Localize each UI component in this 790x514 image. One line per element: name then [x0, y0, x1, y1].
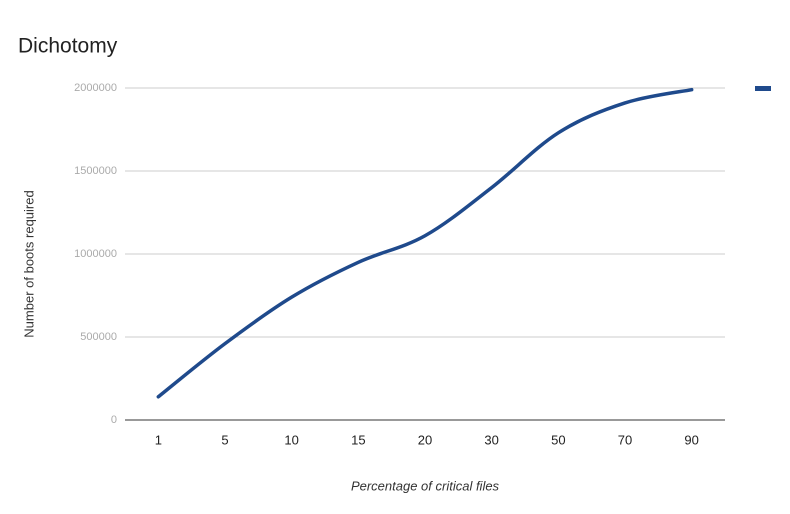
x-tick-label: 30 — [484, 432, 498, 447]
x-tick-label: 90 — [684, 432, 698, 447]
y-tick-label: 500000 — [80, 331, 117, 343]
x-tick-label: 70 — [618, 432, 632, 447]
y-tick-label: 1000000 — [74, 248, 117, 260]
x-tick-label: 5 — [221, 432, 228, 447]
y-axis-title: Number of boots required — [21, 190, 36, 337]
x-tick-label: 15 — [351, 432, 365, 447]
x-axis-title: Percentage of critical files — [351, 478, 500, 493]
x-tick-label: 1 — [155, 432, 162, 447]
y-tick-label: 0 — [111, 414, 117, 426]
legend-swatch — [755, 86, 771, 91]
x-tick-label: 20 — [418, 432, 432, 447]
y-tick-label: 1500000 — [74, 165, 117, 177]
x-tick-label: 10 — [284, 432, 298, 447]
y-tick-label: 2000000 — [74, 82, 117, 94]
series-line — [156, 87, 694, 399]
chart-title: Dichotomy — [18, 35, 118, 58]
x-tick-label: 50 — [551, 432, 565, 447]
